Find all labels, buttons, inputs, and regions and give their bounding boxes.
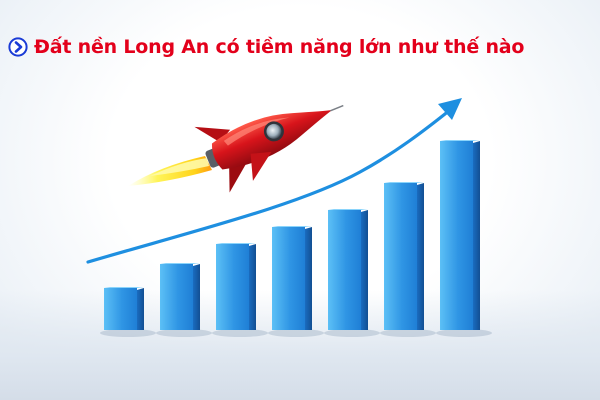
bar [436,140,492,337]
headline-text: Đất nền Long An có tiềm năng lớn như thế… [34,36,525,58]
bar [212,243,268,337]
bar [156,263,212,337]
circle-arrow-right-icon [8,37,28,57]
rocket-icon [128,104,344,193]
bar [324,209,380,337]
bar [100,287,156,337]
bar [268,226,324,337]
trend-arrow-icon [86,98,462,264]
bar-group [100,140,492,337]
bar [380,182,436,337]
headline[interactable]: Đất nền Long An có tiềm năng lớn như thế… [8,36,524,58]
